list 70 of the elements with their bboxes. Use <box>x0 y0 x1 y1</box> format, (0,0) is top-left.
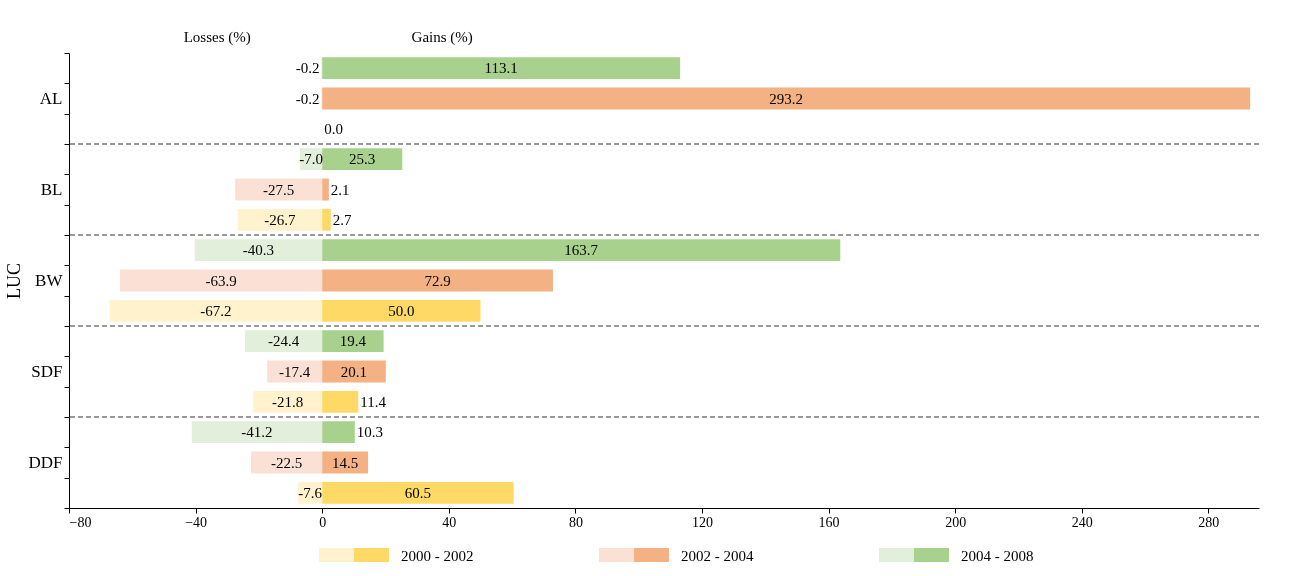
data-label: -41.2 <box>241 424 273 441</box>
data-label: -17.4 <box>279 363 311 380</box>
x-tick-label: 240 <box>1071 514 1093 530</box>
bar <box>322 269 553 292</box>
data-label: 10.3 <box>356 424 384 441</box>
data-label: 72.9 <box>424 272 451 289</box>
data-label: -7.6 <box>298 484 323 501</box>
text: Losses (%) <box>183 29 251 46</box>
x-tick-label: 120 <box>691 514 713 530</box>
bar <box>237 208 323 231</box>
bar <box>322 239 841 262</box>
bar <box>322 421 355 444</box>
x-tick-label: 160 <box>818 514 840 530</box>
data-label: -24.4 <box>267 333 300 350</box>
data-label: -0.2 <box>295 90 320 107</box>
data-label: -21.8 <box>272 393 304 410</box>
data-label: -27.5 <box>263 181 295 198</box>
x-tick-label: −40 <box>185 514 208 530</box>
x-tick-label: 200 <box>945 514 967 530</box>
x-tick-label: 40 <box>442 514 457 530</box>
legend-label: 2004 - 2008 <box>961 548 1034 564</box>
bar <box>322 330 384 353</box>
y-tick-label: DDF <box>28 453 63 472</box>
data-label: -7.0 <box>299 151 323 168</box>
data-label: 11.4 <box>360 393 387 410</box>
data-label: 25.3 <box>349 151 376 168</box>
data-label: 50.0 <box>388 302 415 319</box>
bar <box>322 481 514 504</box>
data-label: -0.2 <box>295 60 320 77</box>
bar <box>244 330 323 353</box>
bar <box>322 390 359 413</box>
data-label: 113.1 <box>484 60 518 77</box>
bar <box>322 299 481 322</box>
data-label: -26.7 <box>264 211 297 228</box>
text: Gains (%) <box>411 29 473 46</box>
y-tick-label: BW <box>35 271 64 290</box>
data-label: 2.7 <box>332 211 352 228</box>
bar <box>109 299 323 322</box>
bar <box>191 421 323 444</box>
data-label: 60.5 <box>404 484 432 501</box>
bar <box>322 57 681 80</box>
bar <box>119 269 323 292</box>
y-tick-label: BL <box>40 180 63 199</box>
data-label: -22.5 <box>270 454 303 471</box>
bar <box>322 178 329 201</box>
data-label: 0.0 <box>324 120 343 137</box>
data-label: -67.2 <box>200 302 232 319</box>
y-axis-title: LUC <box>4 263 25 299</box>
bar <box>235 178 323 201</box>
data-label: -63.9 <box>205 272 237 289</box>
x-tick-label: 280 <box>1198 514 1220 530</box>
data-label: 14.5 <box>332 454 359 471</box>
data-label: 293.2 <box>769 90 804 107</box>
data-label: 2.1 <box>330 181 350 198</box>
data-label: -40.3 <box>242 242 275 259</box>
legend-label: 2000 - 2002 <box>401 548 474 564</box>
x-tick-label: −80 <box>69 514 92 530</box>
y-tick-label: SDF <box>31 362 63 381</box>
bar <box>194 239 323 262</box>
y-tick-label: AL <box>39 89 63 108</box>
bar <box>322 148 403 171</box>
bar <box>322 87 1251 110</box>
bar <box>322 208 331 231</box>
x-tick-label: 80 <box>568 514 583 530</box>
data-label: 163.7 <box>564 242 599 259</box>
x-tick-label: 0 <box>319 514 327 530</box>
legend-label: 2002 - 2004 <box>681 548 754 564</box>
bar <box>253 390 323 413</box>
data-label: 19.4 <box>339 333 367 350</box>
data-label: 20.1 <box>340 363 368 380</box>
